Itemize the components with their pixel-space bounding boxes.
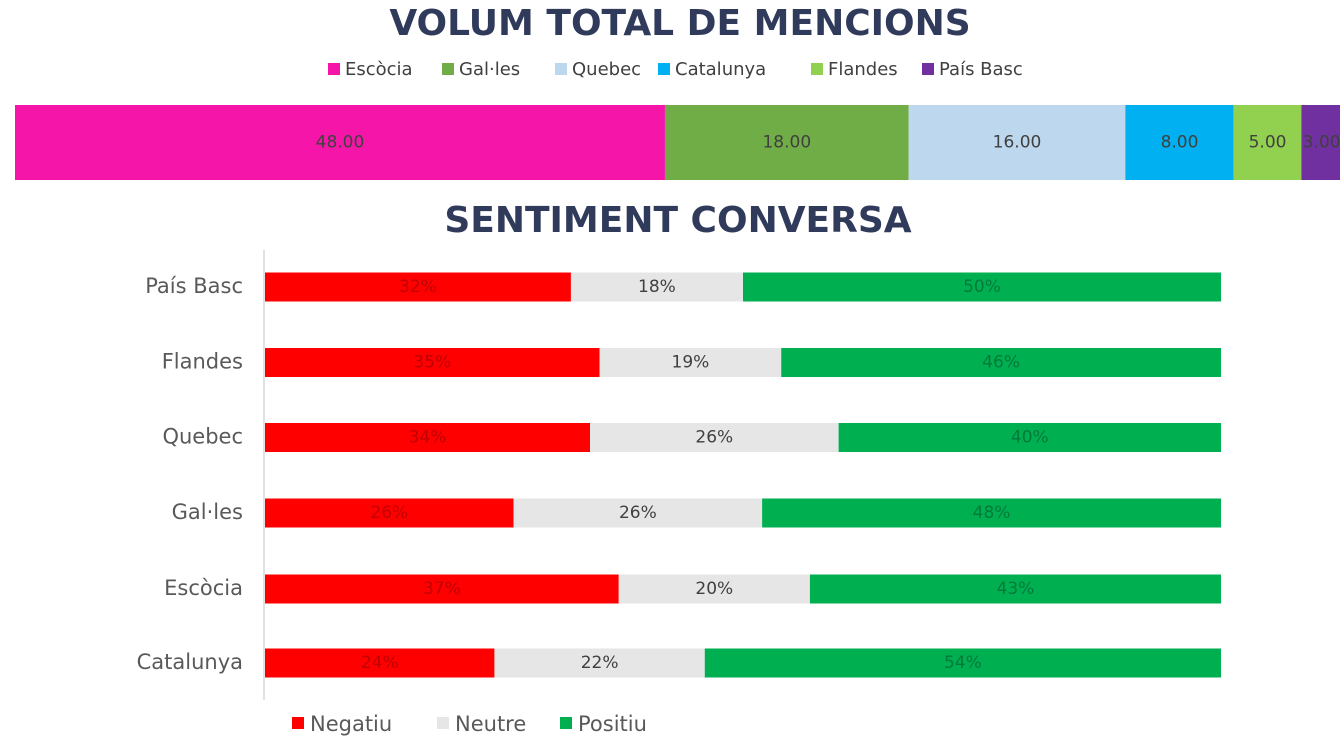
data-label: 32% (399, 277, 437, 297)
bar-segment (743, 272, 1221, 302)
data-label: 43% (997, 579, 1035, 599)
bar-segment (15, 105, 665, 180)
data-label: 26% (370, 503, 408, 523)
bar-segment (513, 498, 763, 528)
legend-label: Negatiu (310, 712, 392, 736)
legend-swatch (658, 63, 670, 75)
bar-segment (265, 498, 514, 528)
bar-segment (704, 648, 1221, 678)
data-label: 18% (638, 277, 676, 297)
legend-swatch (292, 717, 304, 729)
legend-label: Quebec (572, 59, 641, 80)
legend-swatch (811, 63, 823, 75)
bar-segment (265, 574, 619, 604)
bar-segment (265, 648, 495, 678)
data-label: 19% (672, 353, 710, 373)
legend-swatch (555, 63, 567, 75)
bar-segment (664, 105, 909, 180)
category-label: Catalunya (137, 650, 243, 674)
legend-swatch (437, 717, 449, 729)
data-label: 40% (1011, 428, 1049, 448)
data-label: 20% (695, 579, 733, 599)
bar-segment (570, 272, 743, 302)
data-label: 26% (619, 503, 657, 523)
bar-segment (1301, 105, 1340, 180)
data-label: 35% (413, 353, 451, 373)
bar-segment (618, 574, 810, 604)
bar-segment (908, 105, 1126, 180)
bar-segment (265, 348, 600, 377)
category-label: Flandes (162, 350, 243, 374)
legend-label: Flandes (828, 59, 898, 80)
legend-label: Gal·les (459, 59, 520, 80)
bar-segment (599, 348, 782, 377)
data-label: 46% (982, 353, 1020, 373)
category-label: Escòcia (164, 576, 243, 600)
bar-segment (781, 348, 1221, 377)
chart-title: VOLUM TOTAL DE MENCIONS (389, 3, 970, 44)
data-label: 22% (581, 653, 619, 673)
data-label: 50% (963, 277, 1001, 297)
data-label: 3.00 (1303, 133, 1340, 153)
data-label: 18.00 (762, 133, 811, 153)
legend-swatch (560, 717, 572, 729)
data-label: 37% (423, 579, 461, 599)
legend-swatch (922, 63, 934, 75)
legend-swatch (328, 63, 340, 75)
data-label: 54% (944, 653, 982, 673)
bar-segment (1125, 105, 1234, 180)
legend-label: Escòcia (345, 59, 413, 80)
data-label: 16.00 (993, 133, 1042, 153)
legend-label: Positiu (578, 712, 647, 736)
legend-label: Catalunya (675, 59, 766, 80)
chart-title: SENTIMENT CONVERSA (444, 200, 911, 241)
category-label: País Basc (145, 274, 243, 298)
legend-swatch (442, 63, 454, 75)
bar-segment (494, 648, 705, 678)
bar-segment (265, 423, 591, 452)
bar-segment (590, 423, 839, 452)
category-label: Gal·les (172, 500, 243, 524)
legend-label: País Basc (939, 59, 1023, 80)
data-label: 48.00 (316, 133, 365, 153)
category-label: Quebec (162, 425, 243, 449)
bar-segment (838, 423, 1221, 452)
bar-segment (1233, 105, 1302, 180)
legend-label: Neutre (455, 712, 526, 736)
data-label: 34% (409, 428, 447, 448)
data-label: 5.00 (1249, 133, 1287, 153)
data-label: 24% (361, 653, 399, 673)
bar-segment (265, 272, 571, 302)
data-label: 48% (973, 503, 1011, 523)
data-label: 26% (695, 428, 733, 448)
bar-segment (809, 574, 1221, 604)
bar-segment (762, 498, 1221, 528)
data-label: 8.00 (1161, 133, 1199, 153)
